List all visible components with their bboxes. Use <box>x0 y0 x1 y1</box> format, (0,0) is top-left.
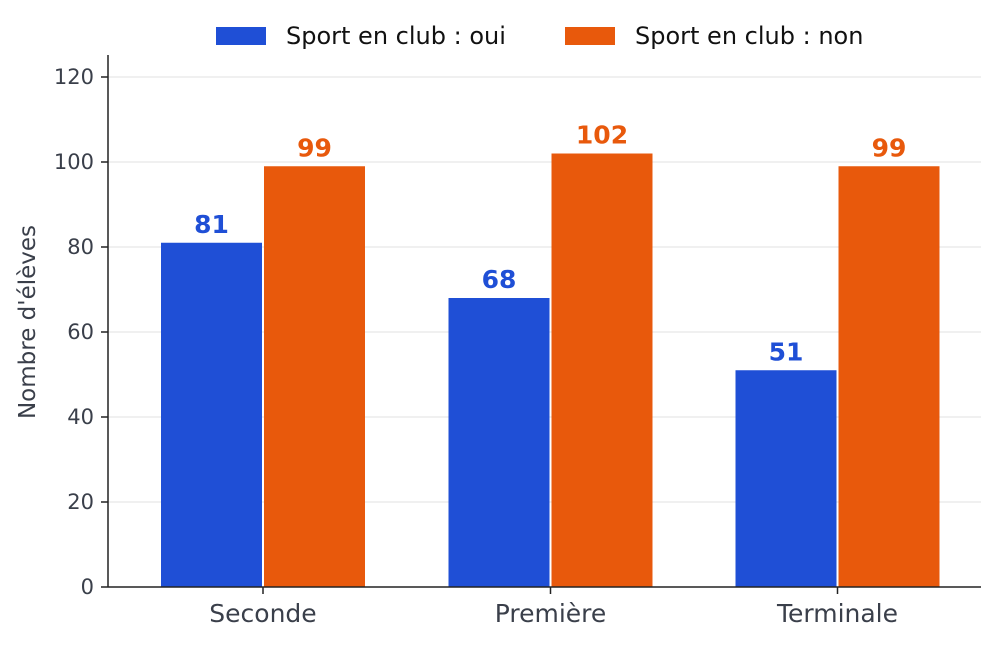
legend-swatch-non <box>565 27 615 45</box>
bar-value-label: 99 <box>297 133 332 162</box>
bar-value-label: 102 <box>576 121 628 150</box>
y-tick-label: 60 <box>67 320 94 344</box>
bar <box>838 166 940 587</box>
bar <box>551 153 653 587</box>
y-tick-label: 80 <box>67 235 94 259</box>
x-tick-label: Première <box>495 599 607 628</box>
y-axis-label: Nombre d'élèves <box>15 225 41 419</box>
legend-label-oui: Sport en club : oui <box>286 22 506 50</box>
bar-value-label: 99 <box>872 133 907 162</box>
legend-label-non: Sport en club : non <box>635 22 864 50</box>
bar-value-label: 68 <box>482 265 517 294</box>
x-tick-label: Seconde <box>209 599 316 628</box>
legend-item-oui: Sport en club : oui <box>216 20 506 52</box>
data-labels: 81 99 68 102 51 99 <box>194 121 906 367</box>
y-tick-label: 20 <box>67 490 94 514</box>
y-tick-label: 120 <box>54 65 94 89</box>
y-tick-label: 0 <box>81 575 94 599</box>
legend-swatch-oui <box>216 27 266 45</box>
bars <box>161 153 940 587</box>
legend-item-non: Sport en club : non <box>565 20 863 52</box>
y-tick-label: 40 <box>67 405 94 429</box>
bar <box>264 166 365 587</box>
bar-value-label: 81 <box>194 210 229 239</box>
bar-value-label: 51 <box>769 337 804 366</box>
bar <box>735 370 837 587</box>
legend: Sport en club : oui Sport en club : non <box>0 20 995 52</box>
x-tick-label: Terminale <box>776 599 898 628</box>
y-tick-label: 100 <box>54 150 94 174</box>
bar <box>448 298 550 587</box>
bar <box>161 242 262 587</box>
axes: 0 20 40 60 80 100 120 Seconde Première Terminale <box>54 55 981 628</box>
